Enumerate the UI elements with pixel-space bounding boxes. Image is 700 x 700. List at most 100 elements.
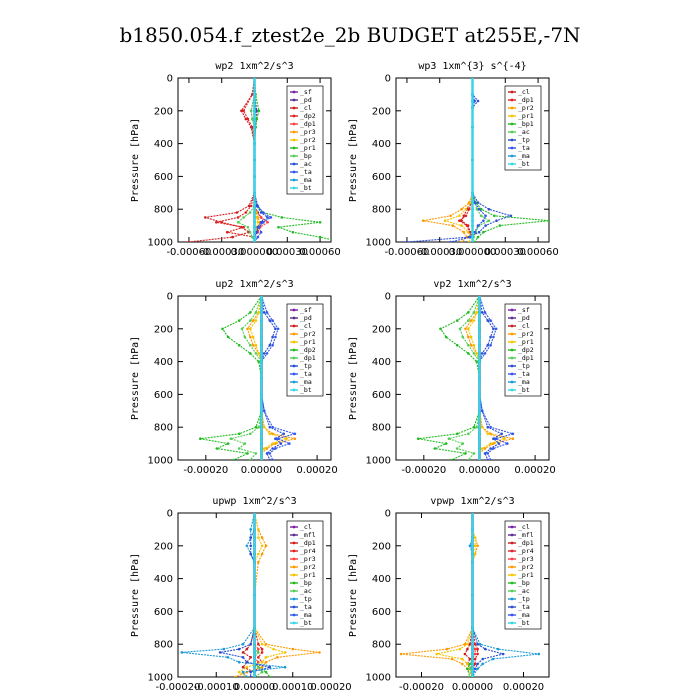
data-point bbox=[483, 452, 487, 455]
data-point bbox=[265, 452, 269, 455]
data-point bbox=[480, 447, 484, 450]
data-point bbox=[255, 117, 258, 121]
data-point bbox=[464, 452, 467, 455]
data-point bbox=[222, 647, 226, 651]
data-point bbox=[260, 665, 264, 669]
data-point bbox=[471, 662, 474, 666]
data-point bbox=[253, 216, 256, 219]
data-point bbox=[276, 327, 280, 331]
legend-label: _dp2 bbox=[518, 346, 534, 354]
data-point bbox=[254, 343, 258, 347]
data-point bbox=[253, 536, 256, 539]
series-line-pr2 bbox=[235, 513, 320, 677]
legend-marker bbox=[292, 621, 296, 625]
legend-label: _dp1 bbox=[300, 120, 316, 128]
data-point bbox=[479, 214, 483, 218]
data-point bbox=[489, 319, 492, 322]
data-point bbox=[259, 221, 263, 224]
y-tick-label: 800 bbox=[154, 423, 173, 434]
data-point bbox=[237, 670, 241, 674]
data-point bbox=[236, 216, 240, 219]
data-point bbox=[245, 665, 249, 669]
data-point bbox=[257, 352, 261, 355]
data-point bbox=[475, 425, 479, 429]
data-point bbox=[242, 216, 245, 219]
data-point bbox=[469, 343, 473, 347]
data-point bbox=[260, 642, 264, 646]
data-point bbox=[240, 109, 243, 113]
series-line-pr2 bbox=[401, 513, 479, 677]
legend-marker bbox=[292, 316, 296, 320]
data-point bbox=[242, 225, 245, 229]
data-point bbox=[253, 675, 256, 677]
legend-label: _pr2 bbox=[518, 104, 534, 112]
data-point bbox=[268, 343, 272, 347]
legend-label: _bt bbox=[518, 619, 530, 627]
data-point bbox=[493, 214, 496, 218]
legend-marker bbox=[292, 162, 296, 166]
legend-marker bbox=[510, 316, 514, 320]
data-point bbox=[468, 667, 472, 671]
data-point bbox=[478, 452, 481, 455]
data-point bbox=[466, 642, 469, 646]
series-group bbox=[180, 513, 321, 677]
data-point bbox=[262, 352, 266, 355]
legend-label: _dp1 bbox=[518, 96, 534, 104]
legend-label: _cl bbox=[518, 523, 530, 531]
legend-label: _pr1 bbox=[300, 571, 316, 579]
data-point bbox=[253, 528, 256, 531]
data-point bbox=[271, 442, 274, 445]
series-line-pr1 bbox=[443, 78, 474, 242]
legend-marker bbox=[510, 533, 514, 537]
data-point bbox=[257, 311, 261, 314]
data-point bbox=[466, 647, 469, 651]
x-tick-label: 0.00030 bbox=[267, 247, 308, 258]
y-tick-label: 200 bbox=[372, 541, 391, 552]
data-point bbox=[237, 660, 241, 664]
data-point bbox=[472, 452, 476, 455]
y-axis-label: Pressure [hPa] bbox=[130, 553, 141, 637]
legend-marker bbox=[292, 380, 296, 384]
data-point bbox=[271, 343, 274, 347]
x-tick-label: 0.00030 bbox=[485, 247, 526, 258]
data-point bbox=[243, 335, 247, 339]
data-point bbox=[253, 647, 256, 651]
y-tick-label: 1000 bbox=[148, 456, 173, 467]
data-point bbox=[478, 319, 481, 322]
data-point bbox=[500, 432, 504, 436]
data-point bbox=[537, 652, 541, 656]
data-point bbox=[472, 425, 476, 429]
data-point bbox=[458, 214, 461, 218]
legend-label: _ac bbox=[518, 587, 530, 595]
data-point bbox=[254, 352, 258, 355]
data-point bbox=[480, 311, 484, 314]
series-line-dp2 bbox=[216, 78, 256, 242]
data-point bbox=[462, 230, 466, 234]
legend-label: _cl bbox=[300, 104, 312, 112]
legend-marker bbox=[292, 605, 296, 609]
data-point bbox=[249, 552, 252, 556]
data-point bbox=[260, 442, 263, 445]
legend-marker bbox=[510, 605, 514, 609]
series-group bbox=[405, 78, 549, 242]
legend-label: _pr4 bbox=[518, 547, 534, 555]
legend-label: _tp bbox=[518, 362, 530, 370]
data-point bbox=[476, 642, 479, 646]
data-point bbox=[264, 544, 268, 548]
legend-label: _ac bbox=[300, 160, 312, 168]
legend-marker bbox=[292, 581, 296, 585]
data-point bbox=[241, 670, 245, 674]
legend-label: _bt bbox=[300, 386, 312, 394]
legend-marker bbox=[510, 573, 514, 577]
data-point bbox=[422, 219, 425, 222]
data-point bbox=[467, 352, 470, 355]
data-point bbox=[247, 204, 251, 208]
data-point bbox=[472, 319, 476, 322]
data-point bbox=[471, 207, 474, 211]
panel-title: vpwp 1xm^2/s^3 bbox=[430, 496, 514, 507]
legend-label: _bp bbox=[300, 152, 312, 160]
data-point bbox=[237, 319, 241, 322]
data-point bbox=[285, 437, 288, 441]
legend-label: _pr3 bbox=[518, 555, 534, 563]
x-tick-label: 0.000000 bbox=[449, 247, 497, 258]
